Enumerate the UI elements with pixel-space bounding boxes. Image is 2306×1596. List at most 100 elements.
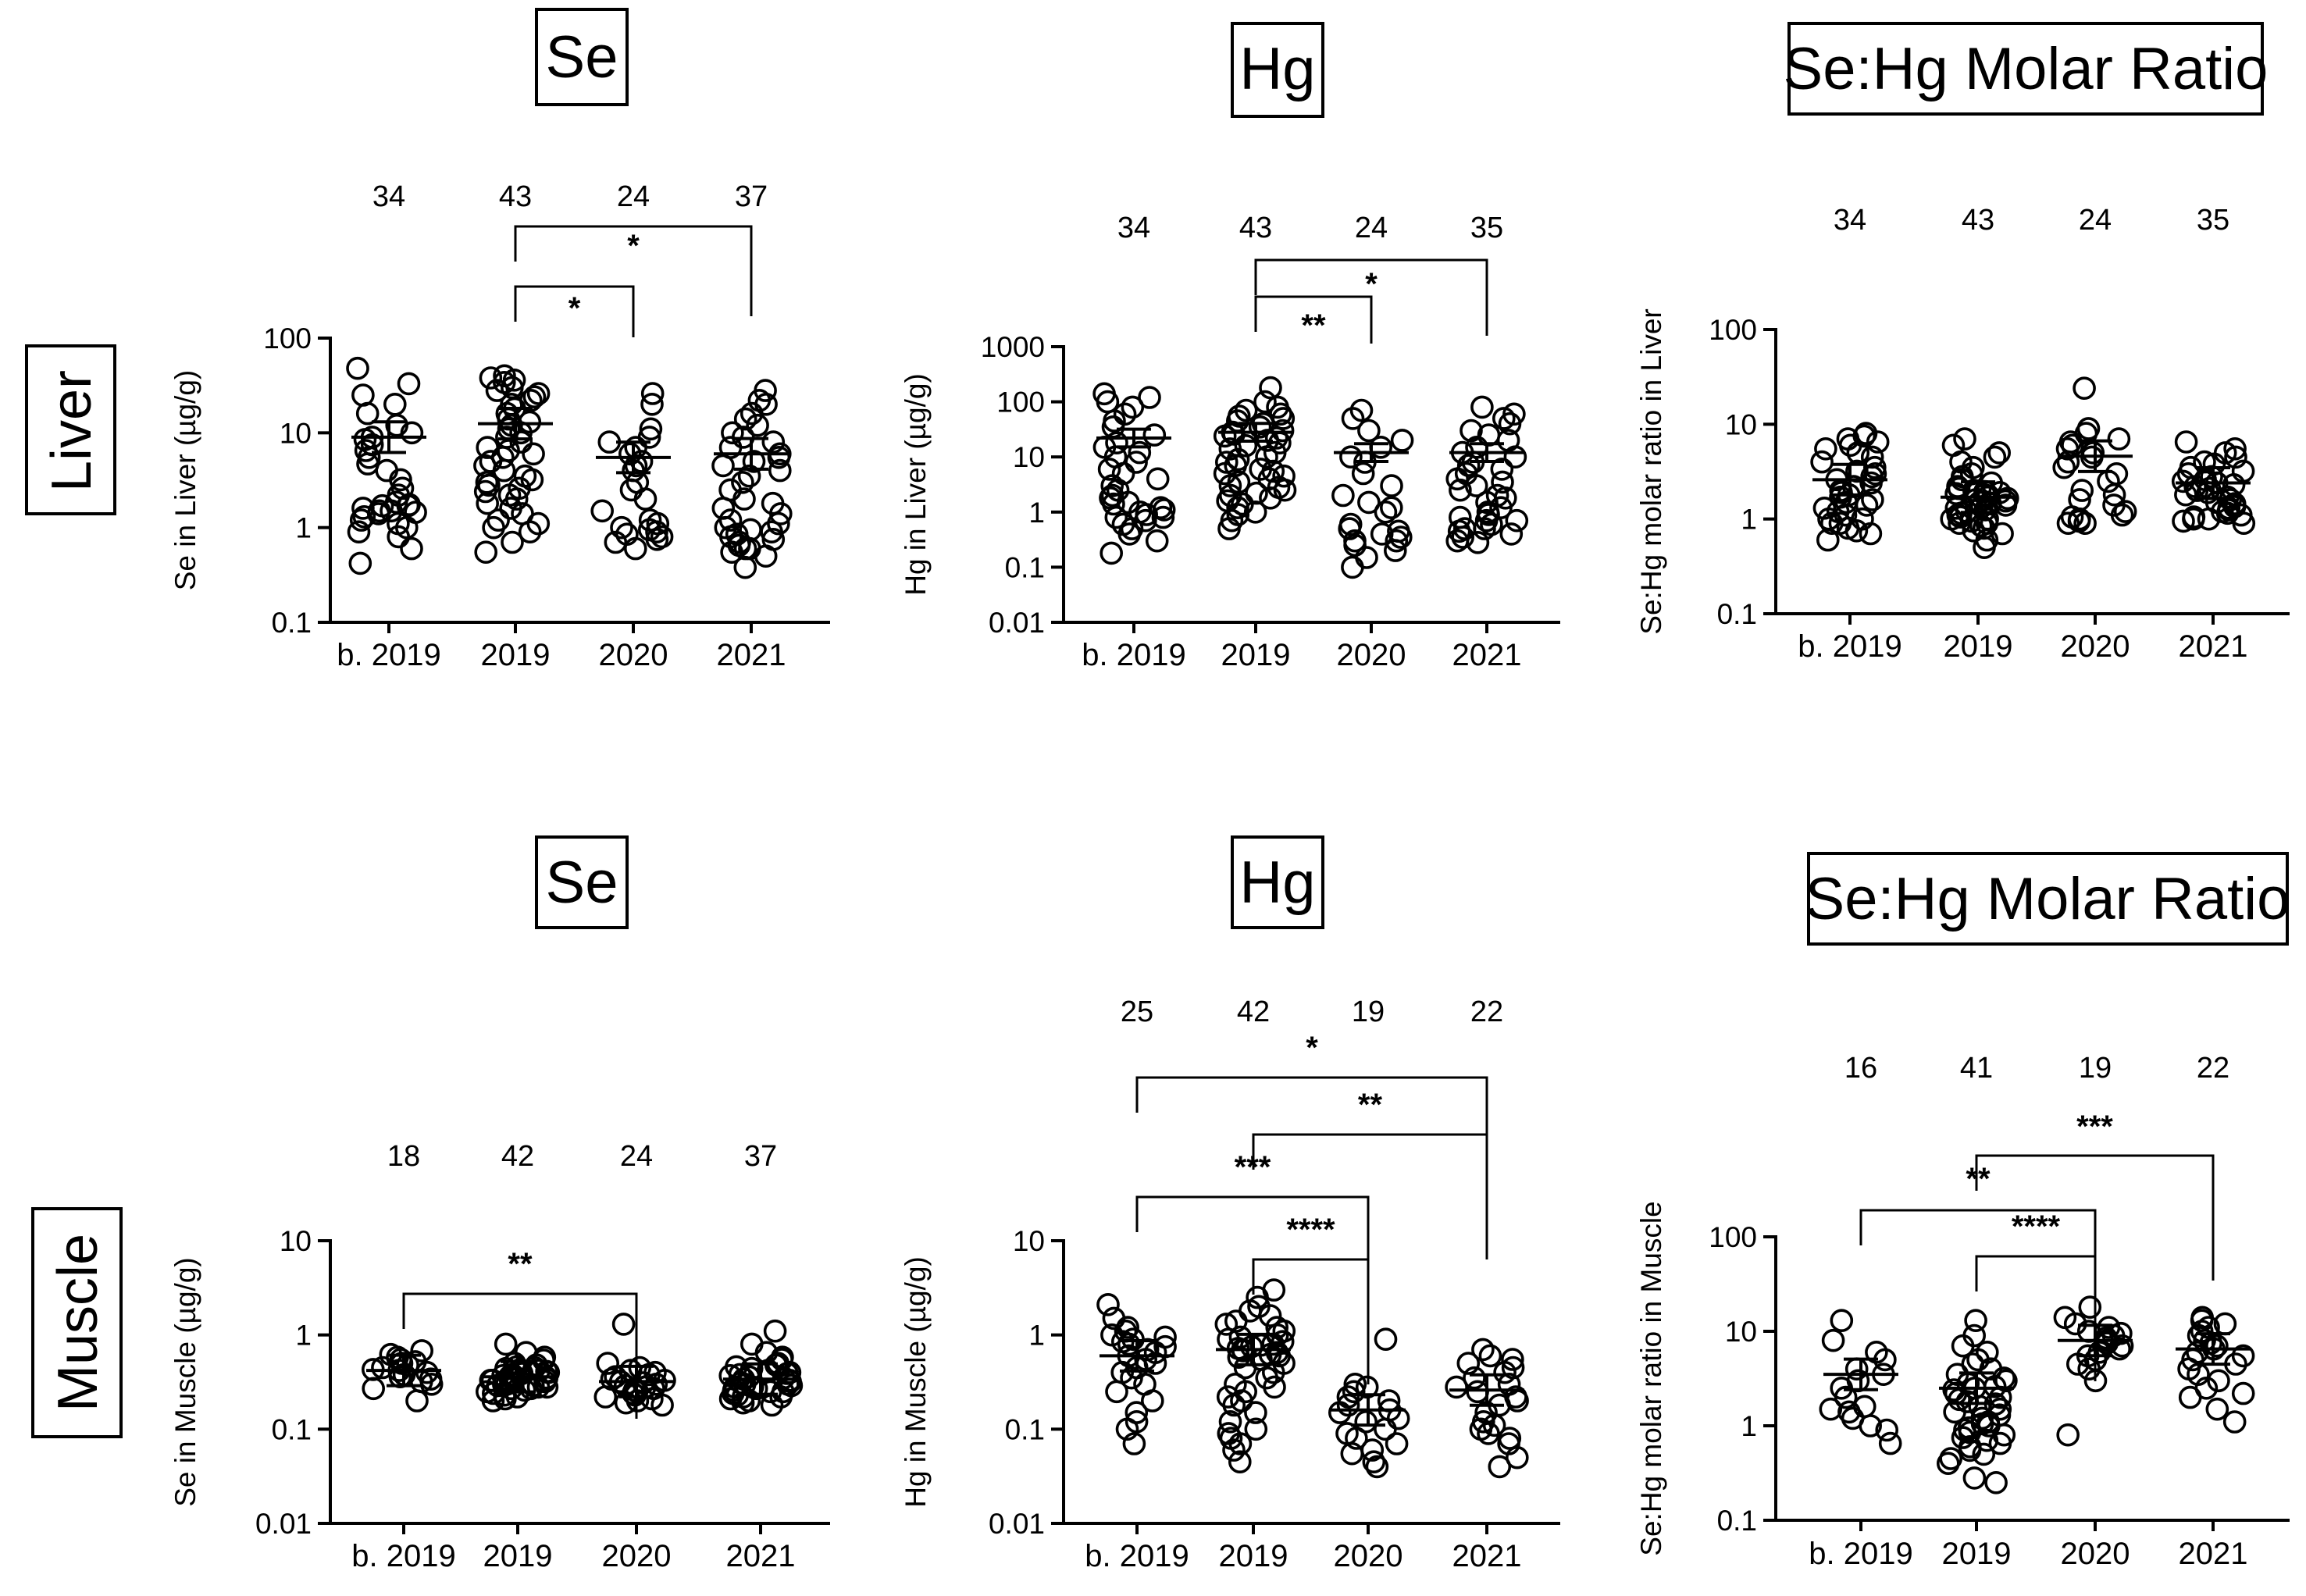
data-point — [1269, 402, 1292, 426]
sample-size-label: 34 — [372, 180, 405, 213]
data-point — [2056, 450, 2080, 474]
data-point — [1226, 496, 1249, 520]
data-point — [481, 1389, 505, 1413]
sample-size-label: 43 — [499, 180, 532, 213]
data-point — [645, 527, 669, 551]
data-point — [1390, 429, 1414, 452]
data-point — [1142, 423, 1167, 447]
data-point — [1503, 445, 1527, 469]
data-point — [1814, 436, 1837, 461]
significance-label: ** — [1301, 308, 1326, 343]
sample-size-label: 16 — [1844, 1052, 1877, 1085]
data-point — [1492, 407, 1516, 430]
data-point — [1490, 458, 1514, 481]
data-point — [518, 520, 542, 544]
y-tick-label: 100 — [263, 322, 312, 354]
data-point — [2207, 1369, 2230, 1393]
data-point — [479, 366, 503, 390]
data-point — [362, 1377, 386, 1401]
data-point — [731, 470, 754, 494]
data-point — [494, 1387, 517, 1411]
sample-size-label: 34 — [1117, 212, 1150, 244]
data-point — [1117, 522, 1142, 546]
data-point — [1105, 431, 1128, 455]
data-point — [474, 540, 498, 565]
x-tick-label: 2019 — [481, 638, 551, 672]
y-tick-label: 10 — [1725, 1316, 1757, 1348]
significance-bracket — [1252, 1258, 1370, 1384]
data-point — [1987, 441, 2011, 465]
y-tick-label: 10 — [280, 1225, 312, 1257]
x-tick-label: 2019 — [1219, 1539, 1288, 1573]
y-axis-label: Se:Hg molar ratio in Muscle — [1635, 1201, 1667, 1555]
data-point — [1222, 1393, 1246, 1417]
x-tick-label: b. 2019 — [1085, 1539, 1189, 1573]
data-point — [732, 487, 756, 511]
data-point — [1244, 1417, 1268, 1441]
y-tick-label: 0.1 — [1717, 598, 1757, 630]
data-point — [1121, 395, 1145, 419]
panel-title-muscle-hg: Hg — [1239, 850, 1315, 916]
x-tick-label: 2020 — [1337, 638, 1406, 672]
data-point — [1374, 1327, 1398, 1351]
data-point — [1345, 1427, 1368, 1450]
data-point — [1984, 1471, 2008, 1494]
significance-label: ** — [508, 1247, 533, 1281]
data-point — [733, 407, 757, 431]
sample-size-label: 41 — [1960, 1052, 1993, 1085]
data-point — [1243, 500, 1267, 524]
sample-size-label: 37 — [744, 1140, 777, 1173]
x-tick-label: 2019 — [1221, 638, 1291, 672]
data-point — [2231, 1344, 2255, 1368]
x-tick-label: b. 2019 — [1082, 638, 1185, 672]
data-point — [1964, 1309, 1987, 1332]
significance-bracket — [402, 1292, 638, 1419]
data-point — [1342, 1380, 1366, 1404]
sample-size-label: 42 — [1237, 996, 1270, 1028]
data-point — [590, 499, 615, 523]
data-point — [1222, 422, 1246, 446]
data-point — [746, 413, 769, 437]
data-point — [380, 499, 403, 523]
sample-size-label: 25 — [1121, 996, 1153, 1028]
data-point — [2073, 376, 2096, 401]
data-point — [1820, 511, 1844, 536]
data-point — [1449, 478, 1472, 502]
data-point — [1100, 541, 1123, 565]
data-point — [593, 1385, 618, 1409]
data-point — [397, 372, 421, 396]
data-point — [351, 497, 375, 520]
data-point — [2052, 455, 2076, 479]
data-point — [492, 458, 516, 483]
panel-title-box-muscle-ratio — [1807, 852, 2289, 946]
data-point — [1819, 1397, 1843, 1421]
data-point — [501, 530, 524, 554]
data-point — [347, 520, 371, 544]
data-point — [1218, 474, 1242, 497]
y-tick-label: 0.01 — [255, 1508, 312, 1540]
x-tick-label: 2021 — [1452, 638, 1522, 672]
data-point — [1231, 492, 1254, 516]
x-tick-label: 2021 — [1452, 1539, 1522, 1573]
data-point — [1988, 1431, 2012, 1455]
data-point — [618, 442, 642, 466]
data-point — [2102, 483, 2126, 507]
data-point — [742, 450, 766, 473]
data-point — [348, 551, 372, 575]
data-point — [1213, 424, 1237, 448]
data-point — [754, 392, 778, 416]
panel-title-liver-hg: Hg — [1239, 36, 1315, 102]
y-tick-label: 0.01 — [989, 1508, 1045, 1540]
data-point — [761, 430, 786, 454]
x-tick-label: 2021 — [726, 1539, 796, 1573]
significance-bracket — [1254, 295, 1373, 344]
data-point — [644, 1373, 668, 1396]
data-point — [1389, 525, 1413, 549]
data-point — [1253, 390, 1277, 414]
data-point — [1339, 445, 1363, 469]
sample-size-label: 24 — [617, 180, 650, 213]
data-point — [1374, 1417, 1397, 1441]
row-label-liver: Liver — [25, 344, 116, 515]
data-point — [1340, 1441, 1364, 1466]
y-tick-label: 0.1 — [1717, 1505, 1757, 1537]
